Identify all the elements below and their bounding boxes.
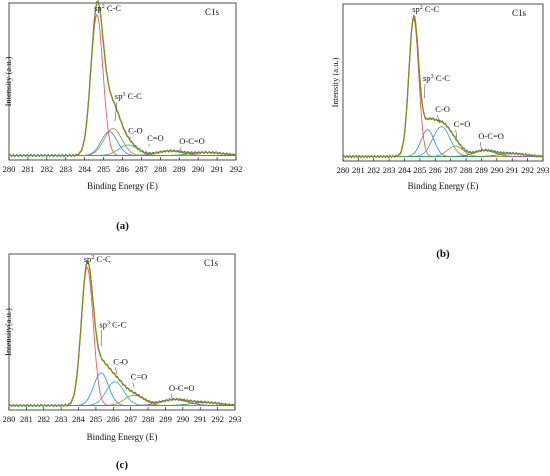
annotation-leader: [455, 130, 458, 139]
x-tick-label: 291: [506, 165, 519, 175]
envelope-line: [9, 0, 237, 157]
peak-annotation: O-C=O: [169, 383, 195, 393]
panel-a-label: (a): [116, 220, 129, 232]
x-tick-label: 286: [116, 164, 129, 174]
x-tick-label: 281: [352, 165, 365, 175]
x-tick-label: 293: [229, 414, 242, 424]
x-tick-label: 292: [211, 414, 224, 424]
x-tick-label: 287: [135, 164, 148, 174]
x-tick-label: 285: [414, 165, 427, 175]
panel-c-label: (c): [116, 459, 129, 471]
annotation-leader: [179, 146, 182, 152]
x-tick-label: 291: [211, 164, 224, 174]
peak-annotation: sp3 C-C: [115, 91, 142, 101]
x-tick-label: 283: [59, 164, 72, 174]
x-tick-label: 282: [37, 414, 50, 424]
peak-annotation: sp2 C-C: [94, 3, 121, 13]
x-tick-label: 293: [537, 165, 550, 175]
x-tick-label: 291: [194, 414, 207, 424]
x-tick-label: 292: [230, 164, 243, 174]
raw-spectrum-line: [342, 14, 544, 159]
x-tick-label: 288: [154, 164, 167, 174]
peak-annotation: sp2 C-C: [412, 4, 439, 14]
raw-spectrum-line: [8, 260, 236, 408]
envelope-line: [9, 261, 235, 407]
annotation-leader: [480, 142, 482, 151]
peak-annotation: O-C=O: [478, 131, 504, 141]
annotation-leader: [85, 264, 88, 267]
component-peak-line: [9, 144, 236, 156]
raw-spectrum-line: [8, 0, 237, 158]
panel-c-y-axis-label: Intensity(a.u.): [3, 308, 13, 356]
peak-annotation: sp3 C-C: [99, 319, 126, 329]
x-tick-label: 286: [429, 165, 442, 175]
panel-a-y-axis-label: Intensity (a.u.): [3, 56, 13, 106]
panel-b-x-axis-label: Binding Energy (E): [408, 181, 479, 191]
x-tick-label: 280: [3, 164, 16, 174]
x-tick-label: 289: [159, 414, 172, 424]
panel-a: 280 281 282 283 284 285 286 287 288 289 290 291 292 s…: [3, 0, 243, 232]
peak-annotation: O-C=O: [179, 136, 205, 146]
x-tick-label: 285: [90, 414, 103, 424]
envelope-line: [343, 14, 543, 158]
x-tick-label: 290: [490, 165, 503, 175]
x-tick-label: 289: [475, 165, 488, 175]
x-tick-label: 284: [398, 165, 412, 175]
x-tick-label: 287: [444, 165, 457, 175]
x-tick-label: 284: [72, 414, 86, 424]
peak-annotation: C-O: [435, 104, 450, 114]
x-tick-label: 283: [383, 165, 396, 175]
panel-c-plot-layer: 280 281 282 283 284 285 286 287 288 289 290 291 292 2…: [3, 254, 242, 424]
x-tick-label: 285: [97, 164, 110, 174]
annotation-leader: [170, 394, 173, 400]
x-tick-label: 288: [460, 165, 473, 175]
panel-c-title: C1s: [204, 258, 219, 268]
panel-a-x-axis-label: Binding Energy (E): [87, 181, 158, 191]
panel-b-title: C1s: [512, 8, 527, 18]
component-peak-line: [9, 266, 235, 406]
panel-b: 280 281 282 283 284 285 286 287 288 289 290 291 292 2…: [330, 3, 550, 260]
panel-b-plot-frame: [342, 3, 544, 162]
peak-annotation: C=O: [131, 371, 148, 381]
annotation-leader: [95, 13, 98, 16]
annotation-leader: [437, 115, 441, 124]
x-tick-label: 280: [337, 165, 350, 175]
x-tick-label: 292: [521, 165, 534, 175]
component-peak-line: [9, 14, 236, 156]
panel-b-plot-layer: 280 281 282 283 284 285 286 287 288 289 290 291 292 2…: [337, 4, 550, 175]
x-tick-label: 289: [173, 164, 186, 174]
x-tick-label: 288: [142, 414, 155, 424]
panel-a-plot-layer: 280 281 282 283 284 285 286 287 288 289 290 291 292 s…: [3, 0, 243, 174]
x-tick-label: 284: [78, 164, 92, 174]
peak-annotation: C-O: [128, 126, 143, 136]
annotation-leader: [114, 102, 118, 122]
panel-c: 280 281 282 283 284 285 286 287 288 289 290 291 292 2…: [3, 253, 242, 471]
panel-b-y-axis-label: Intensity (a.u.): [330, 57, 340, 107]
panel-b-label: (b): [436, 248, 450, 260]
x-tick-label: 280: [3, 414, 16, 424]
x-tick-label: 290: [176, 414, 189, 424]
panel-c-x-axis-label: Binding Energy (E): [87, 432, 158, 442]
panel-c-plot-frame: [8, 253, 236, 411]
annotation-leader: [132, 382, 135, 388]
peak-annotation: C=O: [147, 133, 164, 143]
peak-annotation: C-O: [113, 356, 128, 366]
x-tick-label: 281: [22, 164, 35, 174]
x-tick-label: 281: [20, 414, 33, 424]
x-tick-label: 286: [107, 414, 120, 424]
annotation-leader: [115, 367, 118, 375]
x-tick-label: 290: [192, 164, 205, 174]
x-tick-label: 283: [55, 414, 68, 424]
peak-annotation: C=O: [454, 119, 471, 129]
panel-a-title: C1s: [205, 7, 220, 17]
x-tick-label: 282: [40, 164, 53, 174]
component-peak-line: [343, 17, 543, 157]
x-tick-label: 287: [124, 414, 137, 424]
peak-annotation: sp3 C-C: [423, 73, 450, 83]
peak-annotation: sp2 C-C: [84, 254, 111, 264]
x-tick-label: 282: [367, 165, 380, 175]
